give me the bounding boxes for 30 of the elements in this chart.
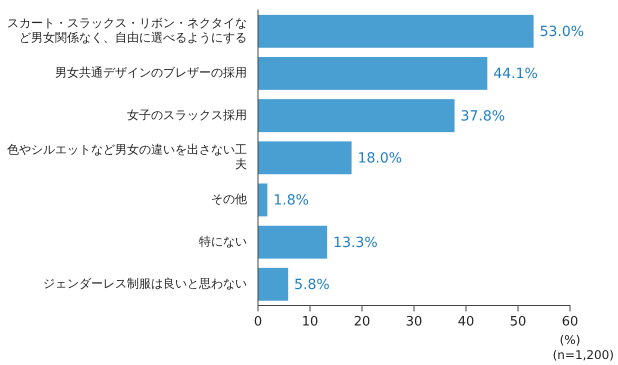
- bar: [258, 99, 455, 132]
- x-tick-label: 0: [254, 314, 262, 330]
- x-tick-label: 30: [406, 314, 422, 330]
- bar: [258, 141, 352, 174]
- bar: [258, 57, 488, 90]
- data-label: 5.8%: [294, 276, 330, 293]
- x-axis-title: (%): [560, 333, 580, 348]
- y-tick-label: スカート・スラックス・リボン・ネクタイなど男女関係なく、自由に選べるようにする: [7, 16, 247, 45]
- bar: [258, 226, 328, 259]
- x-tick-label: 10: [302, 314, 318, 330]
- x-tick-label: 60: [562, 314, 578, 330]
- y-tick-label: 女子のスラックス採用: [127, 108, 247, 122]
- y-tick-label: 色やシルエットなど男女の違いを出さない工夫: [7, 142, 247, 172]
- y-tick-label: 特にない: [199, 234, 247, 248]
- x-tick-label: 20: [354, 314, 370, 330]
- y-tick-label: その他: [211, 192, 247, 206]
- y-tick-label: 男女共通デザインのブレザーの採用: [55, 66, 247, 80]
- bar: [258, 184, 268, 216]
- x-tick-label: 50: [510, 314, 526, 330]
- bar: [258, 14, 534, 48]
- text: (n=1,200): [552, 348, 614, 362]
- bar: [258, 268, 288, 301]
- data-label: 18.0%: [358, 150, 402, 166]
- y-tick-label: ジェンダーレス制服は良いと思わない: [43, 276, 247, 290]
- data-label: 37.8%: [460, 108, 506, 124]
- data-label: 1.8%: [273, 192, 309, 209]
- x-tick-label: 40: [458, 314, 474, 330]
- data-label: 13.3%: [333, 234, 378, 251]
- data-label: 53.0%: [540, 24, 584, 40]
- data-label: 44.1%: [493, 66, 538, 82]
